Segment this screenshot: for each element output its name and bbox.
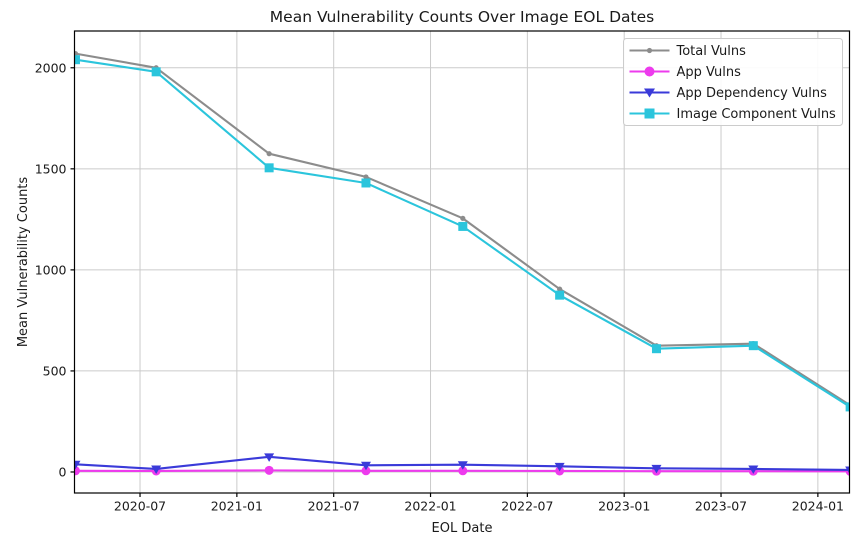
marker-image-component-vulns bbox=[748, 341, 758, 351]
marker-app-dependency-vulns bbox=[360, 461, 371, 471]
x-axis-label: EOL Date bbox=[432, 521, 493, 536]
marker-image-component-vulns bbox=[555, 290, 565, 300]
legend-box bbox=[623, 38, 843, 126]
marker-app-dependency-vulns bbox=[74, 460, 81, 470]
marker-image-component-vulns bbox=[845, 402, 850, 412]
series-app-dependency-vulns bbox=[74, 453, 850, 474]
x-tick-label: 2024-01 bbox=[792, 499, 844, 514]
y-tick-label: 1500 bbox=[35, 161, 67, 176]
marker-app-vulns bbox=[361, 466, 371, 476]
plot-border bbox=[73, 30, 851, 494]
chart-title: Mean Vulnerability Counts Over Image EOL… bbox=[270, 8, 654, 26]
marker-image-component-vulns bbox=[651, 344, 661, 354]
y-tick-label: 0 bbox=[59, 464, 67, 479]
marker-app-dependency-vulns bbox=[748, 465, 759, 474]
x-tick-label: 2021-01 bbox=[211, 499, 263, 514]
x-tick-label: 2020-07 bbox=[114, 499, 166, 514]
x-tick-label: 2022-07 bbox=[501, 499, 553, 514]
marker-total-vulns bbox=[460, 215, 466, 221]
x-tick-label: 2023-01 bbox=[598, 499, 650, 514]
legend-swatch-marker bbox=[644, 108, 655, 119]
marker-image-component-vulns bbox=[74, 55, 80, 65]
marker-app-dependency-vulns bbox=[845, 466, 850, 474]
x-tick-label: 2023-07 bbox=[695, 499, 747, 514]
marker-total-vulns bbox=[74, 51, 79, 57]
legend-item-app-vulns: App Vulns bbox=[629, 65, 742, 80]
y-tick-label: 2000 bbox=[35, 60, 67, 75]
marker-image-component-vulns bbox=[151, 67, 161, 77]
axis-layer: 2020-07 2021-01 2021-07 2022-01 2022-07 2023-… bbox=[35, 30, 851, 514]
series-image-component-vulns bbox=[74, 55, 850, 412]
marker-app-dependency-vulns bbox=[651, 464, 662, 474]
legend-swatch-marker bbox=[644, 66, 655, 77]
marker-app-dependency-vulns bbox=[554, 462, 565, 472]
legend-swatch-marker bbox=[646, 47, 653, 54]
marker-app-dependency-vulns bbox=[457, 461, 468, 470]
marker-app-dependency-vulns bbox=[151, 465, 162, 474]
y-axis-label: Mean Vulnerability Counts bbox=[16, 177, 31, 348]
marker-total-vulns bbox=[557, 286, 563, 292]
legend-label: App Dependency Vulns bbox=[677, 86, 828, 101]
marker-total-vulns bbox=[266, 151, 272, 157]
marker-total-vulns bbox=[363, 174, 369, 180]
series-layer bbox=[74, 51, 850, 476]
legend-label: App Vulns bbox=[677, 65, 742, 80]
legend-item-image-component-vulns: Image Component Vulns bbox=[629, 107, 837, 122]
x-tick-label: 2021-07 bbox=[308, 499, 360, 514]
legend-item-total-vulns: Total Vulns bbox=[629, 44, 747, 59]
marker-image-component-vulns bbox=[458, 221, 468, 231]
legend-swatch-marker bbox=[644, 88, 655, 98]
y-tick-label: 1000 bbox=[35, 262, 67, 277]
marker-app-dependency-vulns bbox=[264, 453, 275, 462]
legend-label: Image Component Vulns bbox=[677, 107, 837, 122]
legend: Total Vulns App Vulns App Dependency Vulns… bbox=[623, 38, 843, 126]
y-tick-label: 500 bbox=[43, 363, 67, 378]
marker-image-component-vulns bbox=[361, 178, 371, 188]
legend-label: Total Vulns bbox=[676, 44, 747, 59]
legend-item-app-dependency-vulns: App Dependency Vulns bbox=[629, 86, 828, 101]
marker-app-vulns bbox=[264, 465, 274, 475]
marker-app-vulns bbox=[458, 466, 468, 476]
x-tick-label: 2022-01 bbox=[404, 499, 456, 514]
marker-image-component-vulns bbox=[264, 163, 274, 173]
